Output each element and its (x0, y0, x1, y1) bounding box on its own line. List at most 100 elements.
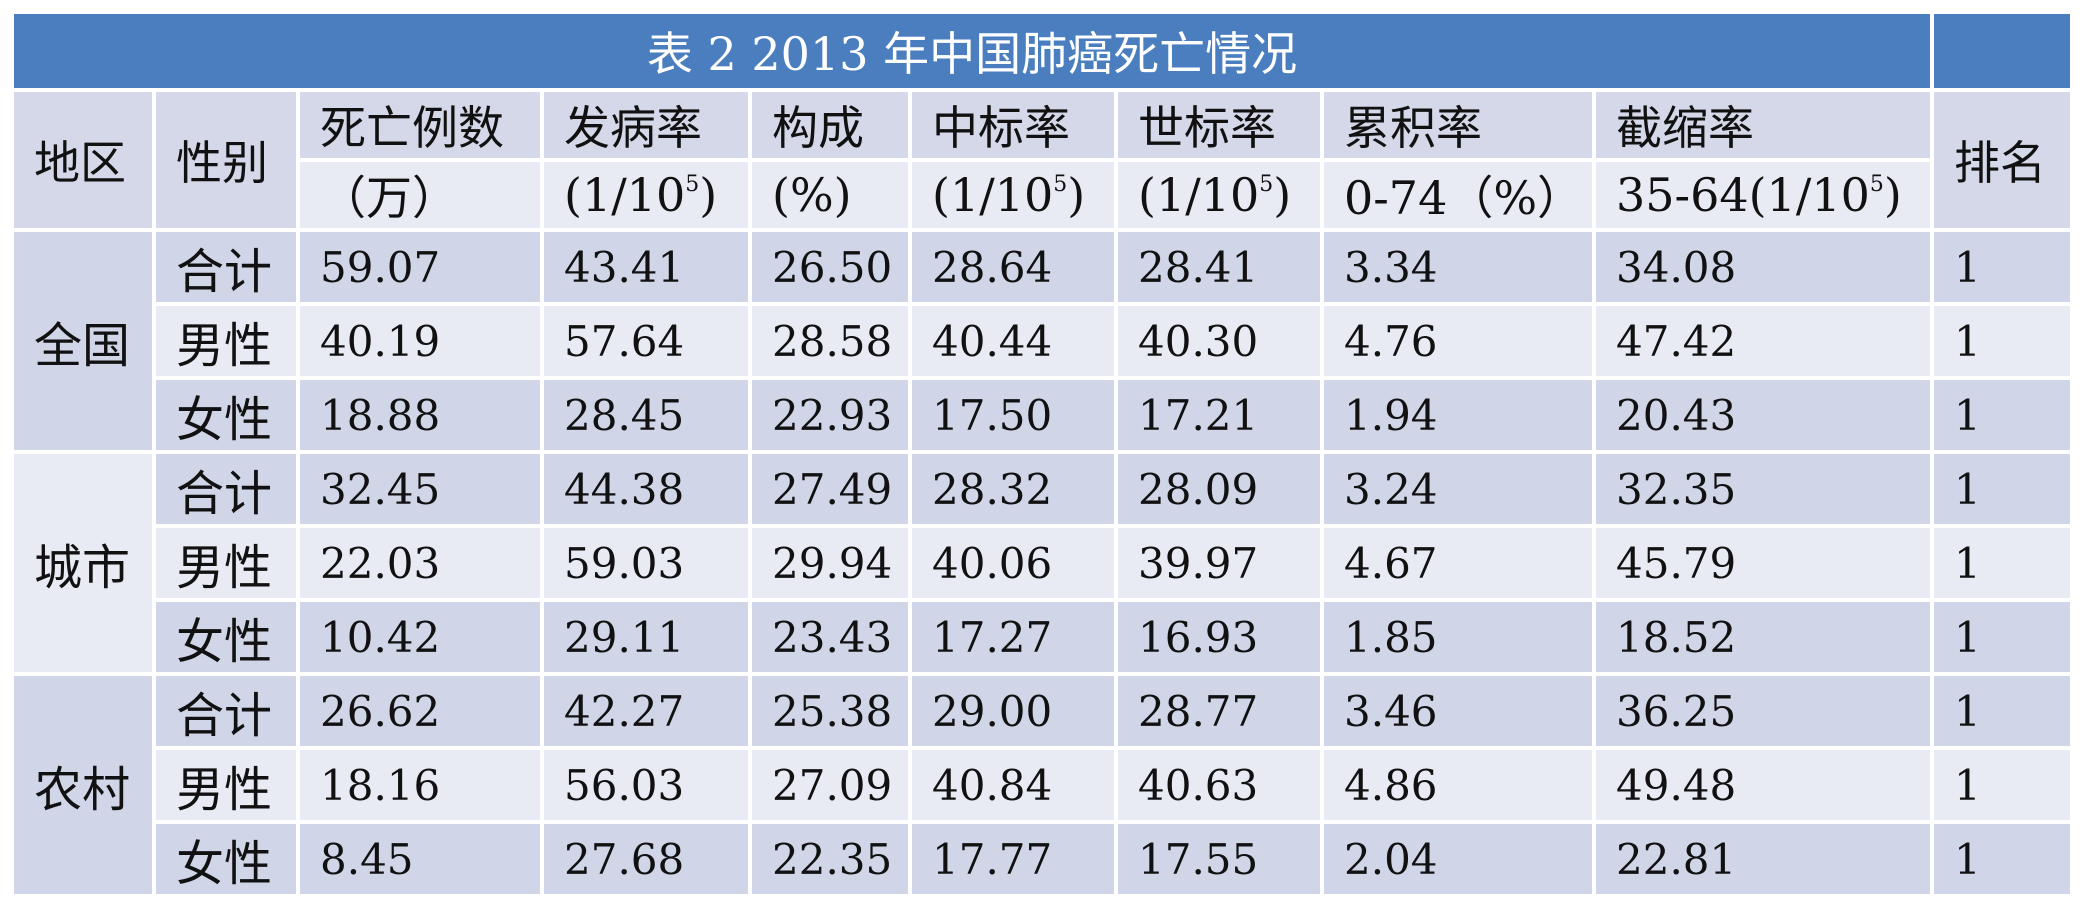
rank-cell: 1 (1934, 380, 2071, 450)
table-row: 全国 合计 59.07 43.41 26.50 28.64 28.41 3.34 34.08 1 (14, 232, 2071, 450)
lung-cancer-mortality-table: 表 2 2013 年中国肺癌死亡情况 地区 性别 死亡例数 发病率 构成 中标率… (10, 10, 2074, 898)
sex-cell: 合计 (156, 676, 296, 746)
world-std-rate-cell: 28.09 (1118, 454, 1320, 524)
world-std-rate-cell: 40.63 (1118, 750, 1320, 820)
unit-text: (%) (772, 168, 852, 222)
deaths-cell: 10.42 (300, 602, 540, 672)
header-china-std-rate: 中标率 (912, 92, 1114, 158)
table-row: 女性 18.88 28.45 22.93 17.50 17.21 1.94 20.43 1 (14, 380, 2071, 450)
header-sex: 性别 (156, 92, 296, 228)
incidence-cell: 59.03 (544, 528, 748, 598)
deaths-cell: 26.62 (300, 676, 540, 746)
incidence-cell: 56.03 (544, 750, 748, 820)
header-china-std-rate-unit: (1/105) (912, 162, 1114, 228)
truncated-rate-cell: 32.35 (1596, 454, 1931, 524)
cumulative-rate-cell: 2.04 (1324, 824, 1592, 894)
truncated-rate-cell: 22.81 (1596, 824, 1931, 894)
truncated-rate-cell: 18.52 (1596, 602, 1931, 672)
rank-cell: 1 (1934, 232, 2071, 302)
sex-cell: 女性 (156, 380, 296, 450)
incidence-cell: 29.11 (544, 602, 748, 672)
cumulative-rate-cell: 4.76 (1324, 306, 1592, 376)
proportion-cell: 27.09 (752, 750, 908, 820)
china-std-rate-cell: 40.84 (912, 750, 1114, 820)
china-std-rate-cell: 17.27 (912, 602, 1114, 672)
cumulative-rate-cell: 3.34 (1324, 232, 1592, 302)
proportion-cell: 28.58 (752, 306, 908, 376)
china-std-rate-cell: 28.64 (912, 232, 1114, 302)
unit-superscript: 5 (1053, 171, 1068, 197)
header-truncated-rate-unit: 35-64(1/105) (1596, 162, 1931, 228)
incidence-cell: 57.64 (544, 306, 748, 376)
header-cumulative-rate: 累积率 (1324, 92, 1592, 158)
incidence-cell: 27.68 (544, 824, 748, 894)
china-std-rate-cell: 40.06 (912, 528, 1114, 598)
unit-text: (1/10 (564, 168, 686, 222)
unit-close: ) (699, 168, 718, 222)
title-bar-end (1934, 14, 2071, 88)
world-std-rate-cell: 17.21 (1118, 380, 1320, 450)
incidence-cell: 43.41 (544, 232, 748, 302)
header-truncated-rate: 截缩率 (1596, 92, 1931, 158)
table-title: 表 2 2013 年中国肺癌死亡情况 (14, 14, 1931, 88)
rank-cell: 1 (1934, 454, 2071, 524)
header-incidence-unit: (1/105) (544, 162, 748, 228)
proportion-cell: 22.93 (752, 380, 908, 450)
unit-superscript: 5 (1259, 171, 1274, 197)
unit-close: ) (1273, 168, 1292, 222)
table-row: 男性 22.03 59.03 29.94 40.06 39.97 4.67 45.79 1 (14, 528, 2071, 598)
china-std-rate-cell: 29.00 (912, 676, 1114, 746)
china-std-rate-cell: 17.77 (912, 824, 1114, 894)
china-std-rate-cell: 40.44 (912, 306, 1114, 376)
rank-cell: 1 (1934, 824, 2071, 894)
header-incidence: 发病率 (544, 92, 748, 158)
china-std-rate-cell: 28.32 (912, 454, 1114, 524)
unit-text: (1/10 (1138, 168, 1260, 222)
proportion-cell: 27.49 (752, 454, 908, 524)
rank-cell: 1 (1934, 306, 2071, 376)
world-std-rate-cell: 16.93 (1118, 602, 1320, 672)
unit-superscript: 5 (1869, 171, 1884, 197)
header-proportion-unit: (%) (752, 162, 908, 228)
unit-text: (1/10 (932, 168, 1054, 222)
region-cell: 全国 (14, 232, 152, 450)
sex-cell: 合计 (156, 232, 296, 302)
world-std-rate-cell: 28.41 (1118, 232, 1320, 302)
incidence-cell: 42.27 (544, 676, 748, 746)
proportion-cell: 23.43 (752, 602, 908, 672)
truncated-rate-cell: 36.25 (1596, 676, 1931, 746)
deaths-cell: 40.19 (300, 306, 540, 376)
cumulative-rate-cell: 3.46 (1324, 676, 1592, 746)
truncated-rate-cell: 20.43 (1596, 380, 1931, 450)
unit-close: ) (1883, 168, 1902, 222)
proportion-cell: 29.94 (752, 528, 908, 598)
sex-cell: 男性 (156, 750, 296, 820)
unit-text: 35-64(1/10 (1616, 168, 1870, 222)
header-world-std-rate: 世标率 (1118, 92, 1320, 158)
cumulative-rate-cell: 1.85 (1324, 602, 1592, 672)
region-cell: 城市 (14, 454, 152, 672)
truncated-rate-cell: 49.48 (1596, 750, 1931, 820)
deaths-cell: 59.07 (300, 232, 540, 302)
proportion-cell: 22.35 (752, 824, 908, 894)
sex-cell: 女性 (156, 602, 296, 672)
region-cell: 农村 (14, 676, 152, 894)
deaths-cell: 32.45 (300, 454, 540, 524)
deaths-cell: 8.45 (300, 824, 540, 894)
deaths-cell: 18.88 (300, 380, 540, 450)
proportion-cell: 25.38 (752, 676, 908, 746)
header-rank: 排名 (1934, 92, 2071, 228)
sex-cell: 男性 (156, 306, 296, 376)
table-row: 城市 合计 32.45 44.38 27.49 28.32 28.09 3.24 32.35 1 (14, 454, 2071, 672)
unit-superscript: 5 (685, 171, 700, 197)
table-row: 男性 18.16 56.03 27.09 40.84 40.63 4.86 49.48 1 (14, 750, 2071, 820)
deaths-cell: 18.16 (300, 750, 540, 820)
sex-cell: 合计 (156, 454, 296, 524)
table-row: 男性 40.19 57.64 28.58 40.44 40.30 4.76 47.42 1 (14, 306, 2071, 376)
incidence-cell: 44.38 (544, 454, 748, 524)
world-std-rate-cell: 40.30 (1118, 306, 1320, 376)
cumulative-rate-cell: 1.94 (1324, 380, 1592, 450)
truncated-rate-cell: 34.08 (1596, 232, 1931, 302)
rank-cell: 1 (1934, 602, 2071, 672)
deaths-cell: 22.03 (300, 528, 540, 598)
